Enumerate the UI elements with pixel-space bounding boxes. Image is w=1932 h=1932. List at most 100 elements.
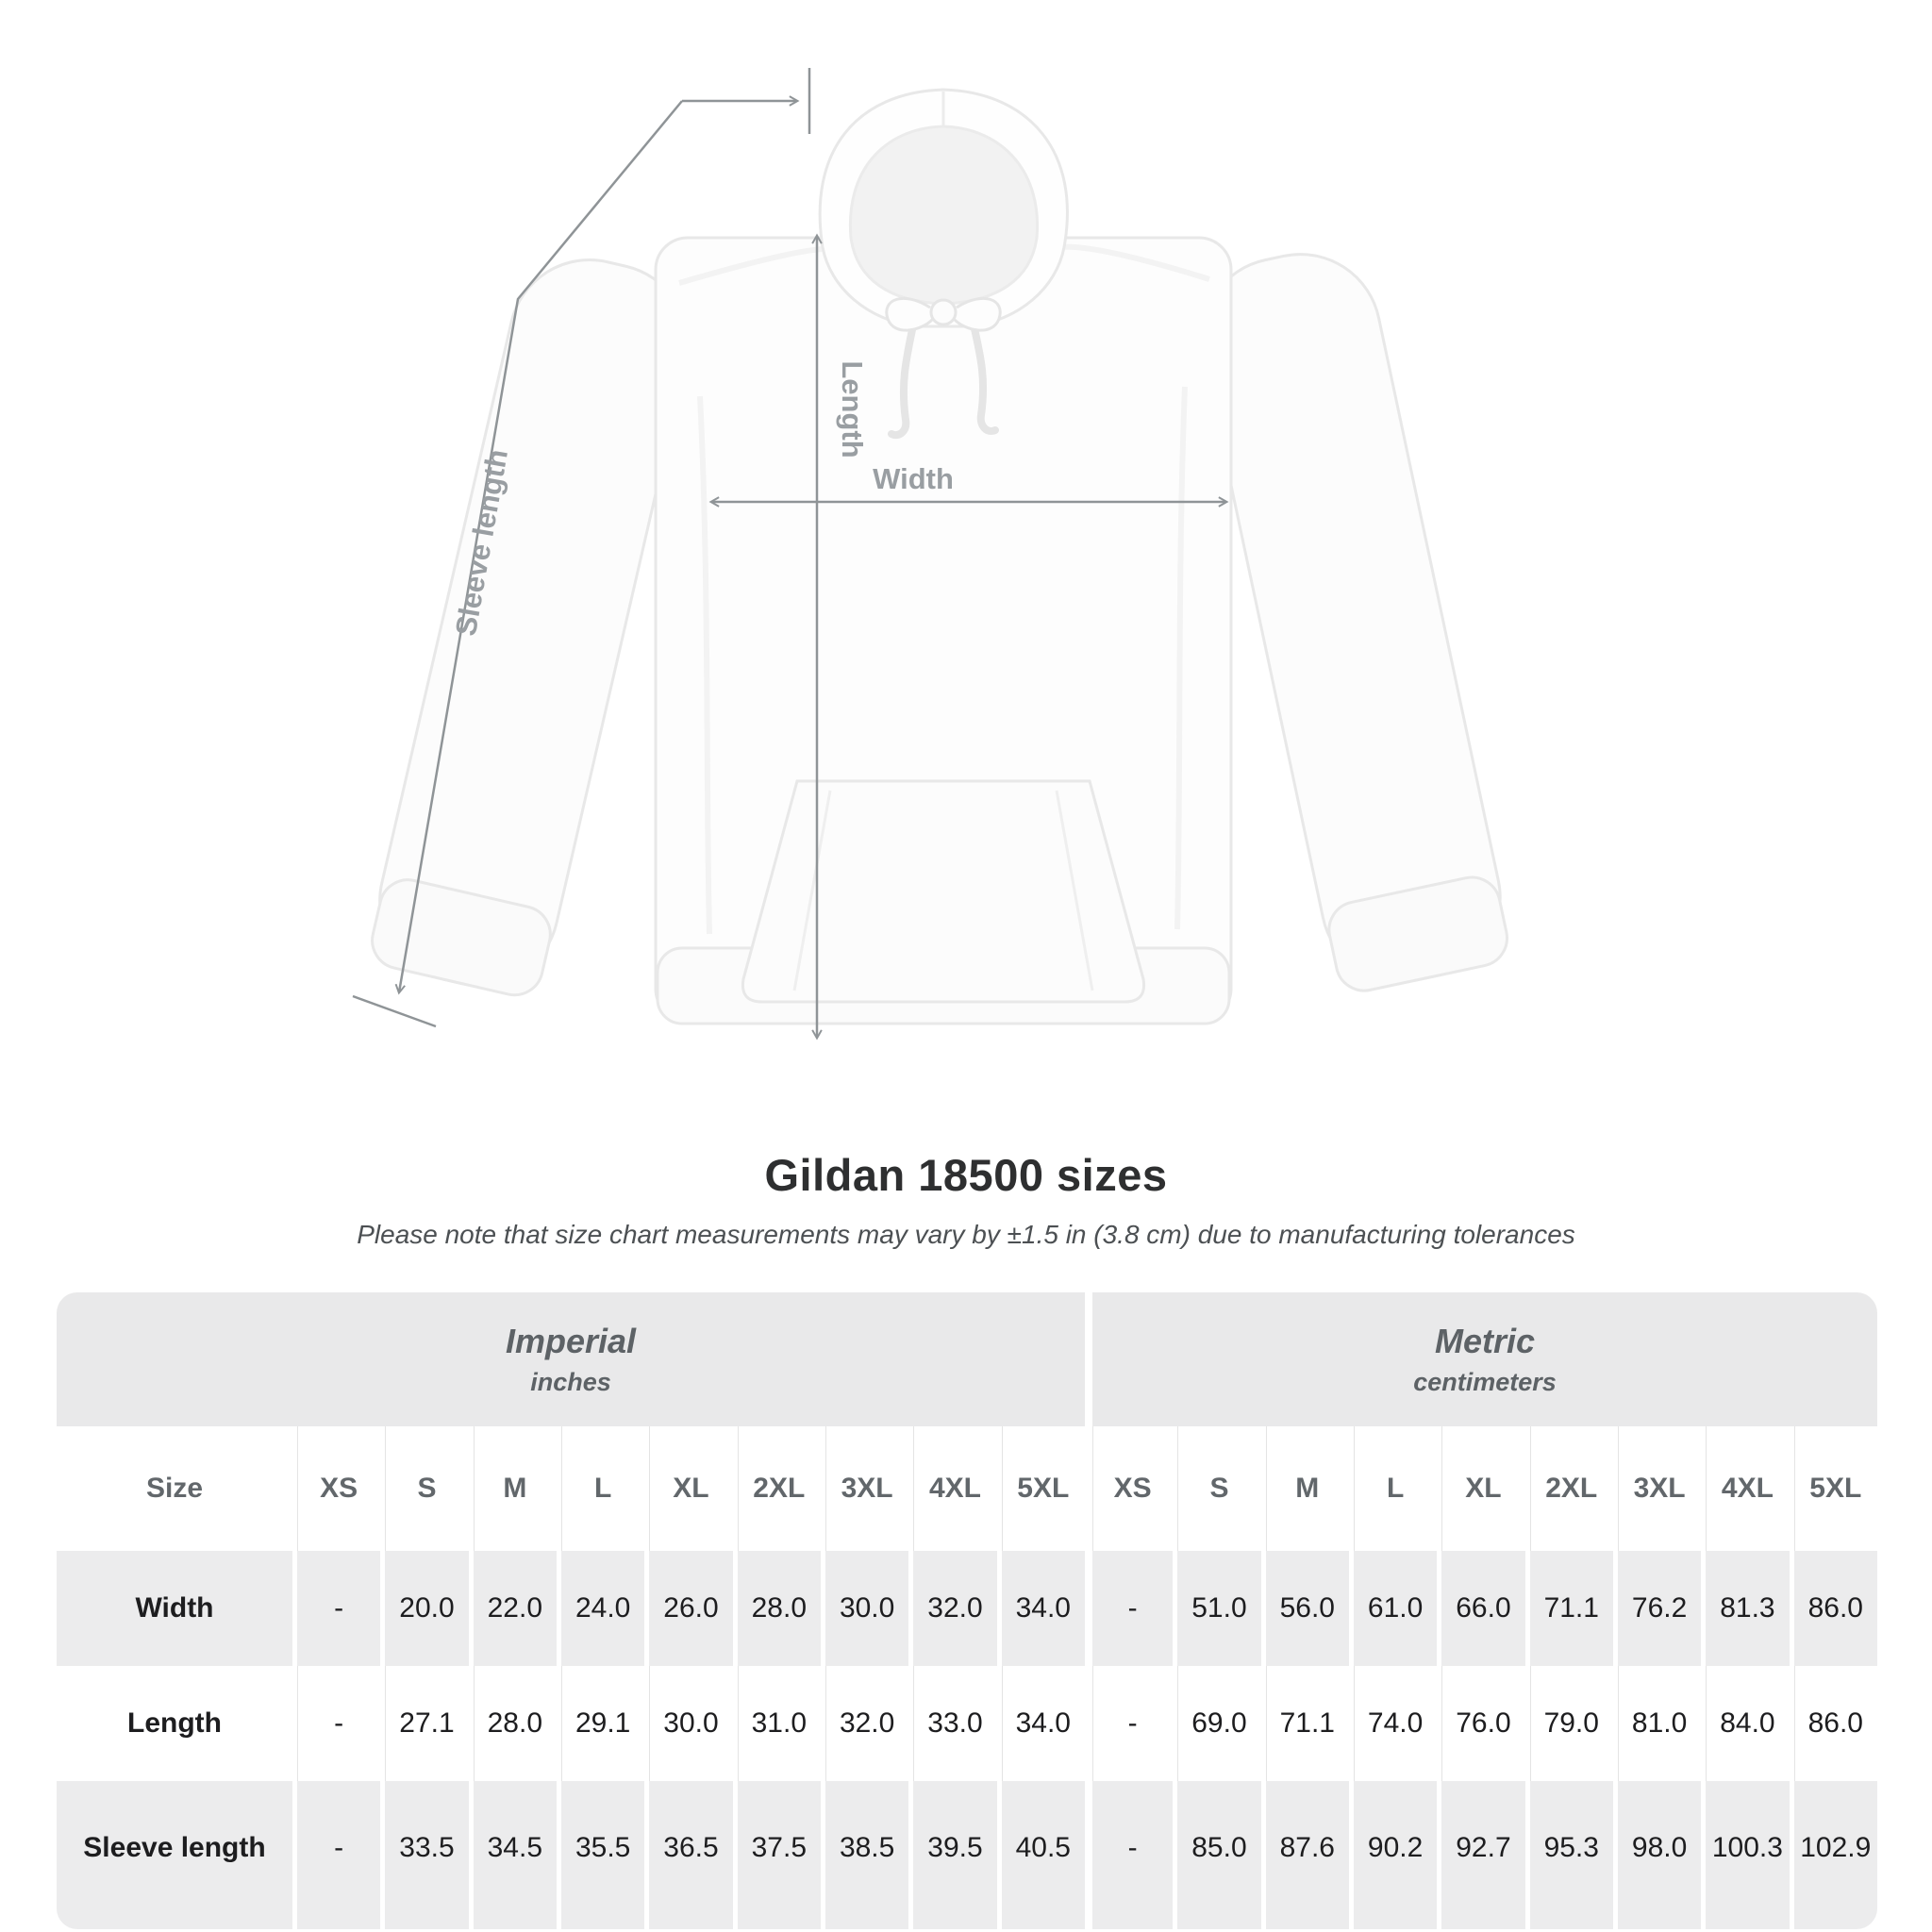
value-cell: 81.3 [1701,1551,1790,1666]
value-cell: 20.0 [380,1551,469,1666]
value-cell: 32.0 [820,1666,909,1781]
value-cell: - [292,1666,381,1781]
size-header-cell: L [1348,1426,1438,1551]
value-cell: 90.2 [1348,1781,1438,1929]
size-header-cell: XL [1437,1426,1525,1551]
value-cell: 36.5 [644,1781,733,1929]
size-header-cell: XL [644,1426,733,1551]
size-header-cell: 2XL [1524,1426,1613,1551]
value-cell: 35.5 [556,1781,645,1929]
value-cell: 26.0 [644,1551,733,1666]
size-column-header: Size [57,1426,292,1551]
hoodie-illustration [371,88,1508,1025]
value-cell: 30.0 [820,1551,909,1666]
sleeve-dimension-cuff-tick [352,994,437,1028]
size-chart-table: Imperial inches Metric centimeters Size … [57,1292,1877,1929]
value-cell: 98.0 [1612,1781,1702,1929]
value-cell: 34.0 [996,1551,1085,1666]
imperial-band: Imperial inches [57,1292,1085,1426]
value-cell: 33.5 [380,1781,469,1929]
value-cell: 100.3 [1701,1781,1790,1929]
size-header-cell: S [1173,1426,1261,1551]
length-dimension-label: Length [836,360,869,458]
size-header-row: Size XS S M L XL 2XL 3XL 4XL 5XL XS S M … [57,1426,1877,1551]
hoodie-measurement-diagram: Width Length Sleeve length [352,68,1508,1041]
value-cell: 61.0 [1348,1551,1438,1666]
value-cell: 30.0 [644,1666,733,1781]
length-row: Length - 27.1 28.0 29.1 30.0 31.0 32.0 3… [57,1666,1877,1781]
value-cell: 51.0 [1173,1551,1261,1666]
value-cell: 76.0 [1437,1666,1525,1781]
metric-sublabel: centimeters [1413,1368,1557,1397]
value-cell: - [1084,1551,1174,1666]
unit-band-row: Imperial inches Metric centimeters [57,1292,1877,1426]
bow-knot [929,298,958,326]
size-header-cell: 2XL [732,1426,821,1551]
tolerance-note: Please note that size chart measurements… [357,1220,1575,1249]
size-header-cell: XS [292,1426,381,1551]
value-cell: - [292,1551,381,1666]
size-header-cell: 5XL [996,1426,1085,1551]
value-cell: 56.0 [1260,1551,1349,1666]
value-cell: 79.0 [1524,1666,1613,1781]
value-cell: 34.5 [468,1781,557,1929]
size-header-cell: M [468,1426,557,1551]
value-cell: 85.0 [1173,1781,1261,1929]
value-cell: 84.0 [1701,1666,1790,1781]
value-cell: - [1084,1666,1174,1781]
value-cell: 95.3 [1524,1781,1613,1929]
metric-label: Metric [1434,1321,1535,1360]
sleeve-dimension-line [394,100,683,995]
value-cell: 92.7 [1437,1781,1525,1929]
value-cell: 38.5 [820,1781,909,1929]
drawstring-bow [885,296,1002,332]
value-cell: 71.1 [1524,1551,1613,1666]
value-cell: 37.5 [732,1781,821,1929]
value-cell: 86.0 [1789,1551,1877,1666]
value-cell: 102.9 [1789,1781,1877,1929]
value-cell: 28.0 [468,1666,557,1781]
size-header-cell: 3XL [820,1426,909,1551]
metric-band: Metric centimeters [1084,1292,1877,1426]
size-header-cell: S [380,1426,469,1551]
row-label-cell: Width [57,1551,292,1666]
value-cell: 71.1 [1260,1666,1349,1781]
size-header-cell: 3XL [1612,1426,1702,1551]
left-cuff [371,878,552,997]
value-cell: 86.0 [1789,1666,1877,1781]
value-cell: 76.2 [1612,1551,1702,1666]
value-cell: 28.0 [732,1551,821,1666]
hood-opening [848,125,1040,306]
width-row: Width - 20.0 22.0 24.0 26.0 28.0 30.0 32… [57,1551,1877,1666]
sleeve-length-row: Sleeve length - 33.5 34.5 35.5 36.5 37.5… [57,1781,1877,1929]
value-cell: 66.0 [1437,1551,1525,1666]
size-header-cell: L [556,1426,645,1551]
value-cell: 27.1 [380,1666,469,1781]
right-cuff [1327,875,1508,992]
value-cell: 74.0 [1348,1666,1438,1781]
value-cell: 87.6 [1260,1781,1349,1929]
imperial-sublabel: inches [530,1368,611,1397]
value-cell: 32.0 [908,1551,997,1666]
dimension-lines [352,68,1229,1041]
value-cell: 69.0 [1173,1666,1261,1781]
value-cell: 33.0 [908,1666,997,1781]
value-cell: 81.0 [1612,1666,1702,1781]
kangaroo-pocket [741,779,1146,1004]
size-header-cell: 5XL [1789,1426,1877,1551]
size-header-cell: 4XL [908,1426,997,1551]
size-header-cell: XS [1084,1426,1174,1551]
value-cell: 24.0 [556,1551,645,1666]
value-cell: 39.5 [908,1781,997,1929]
size-header-cell: M [1260,1426,1349,1551]
value-cell: 34.0 [996,1666,1085,1781]
value-cell: - [1084,1781,1174,1929]
left-sleeve [371,258,690,997]
width-dimension-label: Width [873,462,954,495]
imperial-label: Imperial [505,1321,636,1360]
right-sleeve [1200,253,1508,992]
row-label-cell: Length [57,1666,292,1781]
row-label-cell: Sleeve length [57,1781,292,1929]
value-cell: 31.0 [732,1666,821,1781]
